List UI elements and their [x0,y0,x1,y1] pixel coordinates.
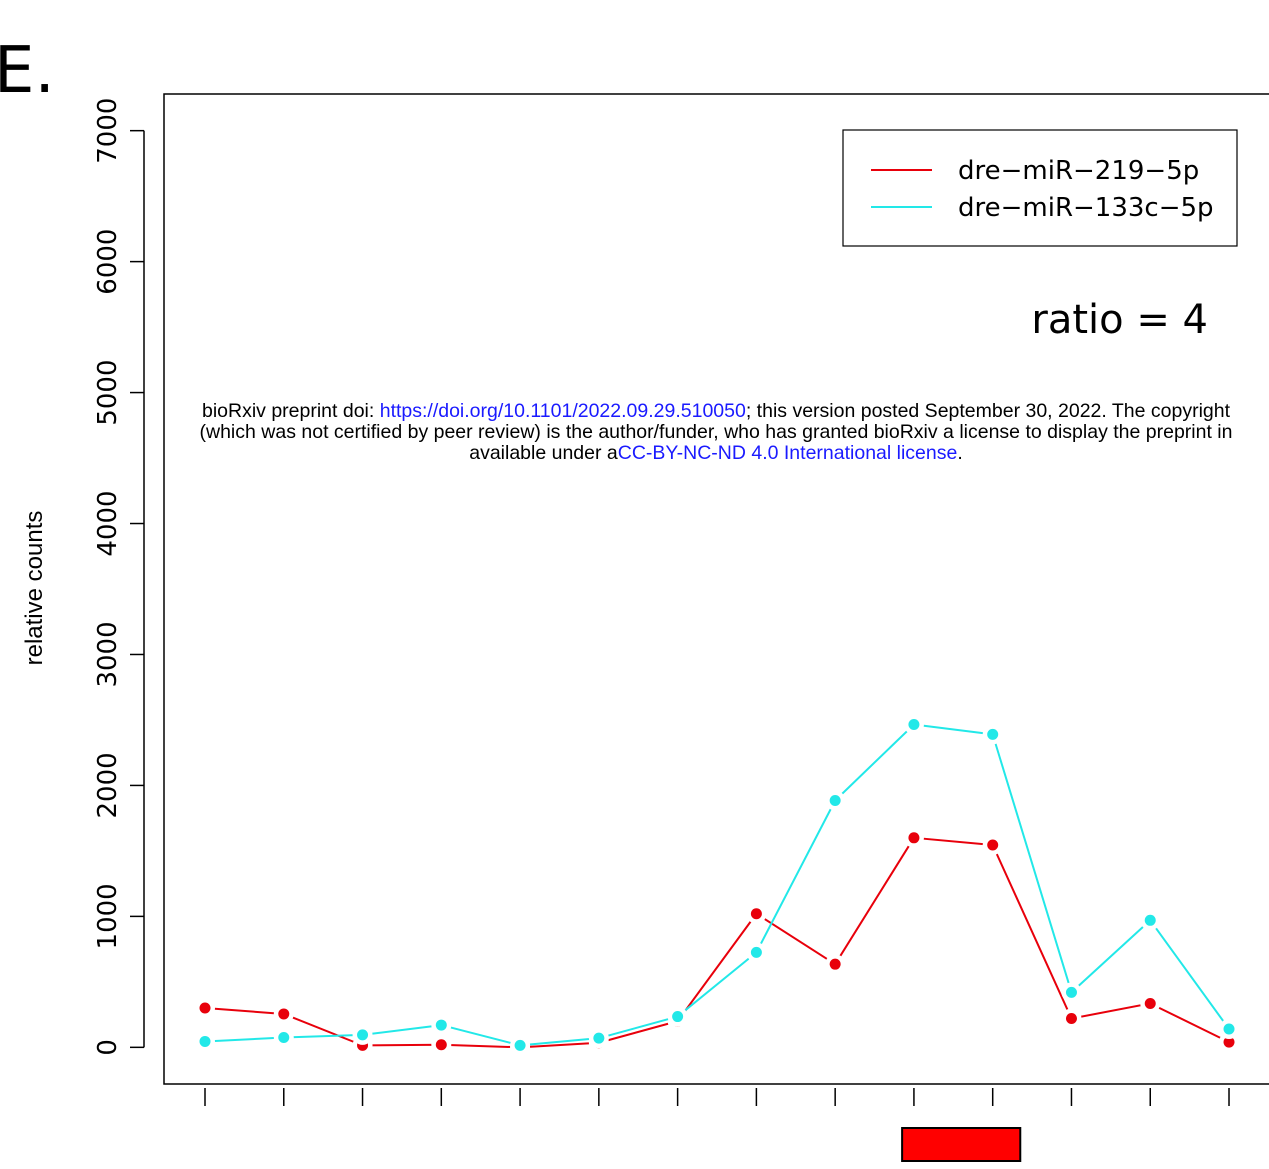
y-tick-label: 1000 [93,883,123,949]
data-point [1144,997,1156,1009]
data-point [987,839,999,851]
legend: dre−miR−219−5p dre−miR−133c−5p [842,129,1238,247]
preprint-line-1-prefix: bioRxiv preprint doi: [202,400,380,422]
doi-link[interactable]: https://doi.org/10.1101/2022.09.29.51005… [380,400,746,422]
data-point [829,958,841,970]
y-tick-label: 6000 [93,229,123,295]
y-axis-ticks: 0 1000 2000 3000 4000 5000 6000 7000 [93,98,144,1056]
data-point [750,946,762,958]
preprint-line-3: available under aCC-BY-NC-ND 4.0 Interna… [469,442,963,464]
legend-label-series-2: dre−miR−133c−5p [958,193,1214,223]
legend-label-series-1: dre−miR−219−5p [958,156,1199,186]
series-line-1 [204,836,1230,1049]
panel-label: E. [0,34,55,108]
y-tick-label: 3000 [93,621,123,687]
data-point [1065,1013,1077,1025]
data-point [908,719,920,731]
data-point [1144,914,1156,926]
y-axis-label: relative counts [21,511,48,666]
series-layer [195,714,1240,1058]
preprint-line-1: bioRxiv preprint doi: https://doi.org/10… [202,400,1231,422]
ratio-annotation: ratio = 4 [1031,297,1208,343]
data-point [199,1035,211,1047]
y-tick-label: 5000 [93,359,123,425]
legend-box [842,129,1238,247]
data-point [1065,986,1077,998]
plot-frame [163,93,1269,1085]
preprint-line-3-suffix: . [957,442,962,464]
data-point [357,1029,369,1041]
data-point [593,1032,605,1044]
highlight-bar [901,1127,1022,1162]
data-point [672,1011,684,1023]
data-point [750,908,762,920]
data-point [435,1039,447,1051]
data-point [199,1002,211,1014]
data-point [908,832,920,844]
preprint-line-3-prefix: available under a [469,442,618,464]
y-tick-label: 2000 [93,752,123,818]
data-point [1223,1036,1235,1048]
license-link[interactable]: CC-BY-NC-ND 4.0 International license [618,442,958,464]
y-tick-label: 7000 [93,98,123,164]
preprint-line-1-suffix: ; this version posted September 30, 2022… [746,400,1231,422]
data-point [829,794,841,806]
y-tick-label: 0 [93,1039,123,1056]
y-tick-label: 4000 [93,490,123,556]
preprint-notice: bioRxiv preprint doi: https://doi.org/10… [200,400,1233,464]
preprint-line-2: (which was not certified by peer review)… [200,421,1233,443]
data-point [278,1032,290,1044]
x-axis-ticks [204,1088,1230,1106]
data-point [987,728,999,740]
data-point [278,1008,290,1020]
data-point [1223,1023,1235,1035]
series-line-2 [204,723,1230,1047]
data-point [514,1039,526,1051]
data-point [435,1019,447,1031]
